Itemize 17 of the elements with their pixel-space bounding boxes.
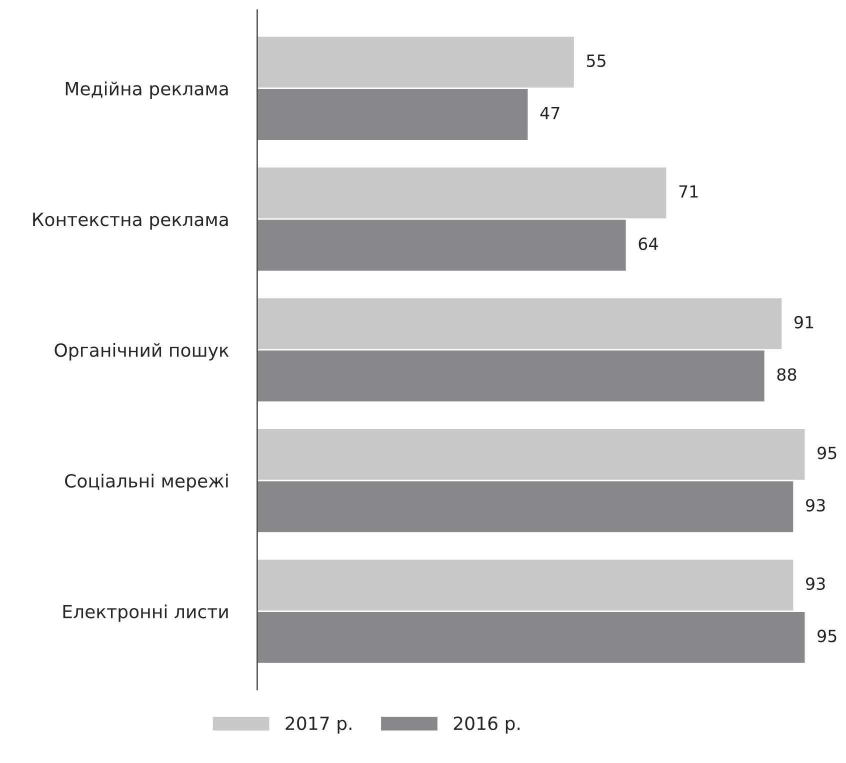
data-label: 91: [794, 316, 814, 329]
data-label: 93: [806, 577, 825, 590]
y-tick-label: Органічний пошук: [54, 342, 229, 360]
data-label: 95: [818, 446, 836, 460]
y-tick-label: Соціальні мережі: [65, 474, 228, 492]
data-label: 88: [777, 368, 796, 381]
data-label: 93: [806, 498, 825, 512]
y-tick-label: Контекстна реклама: [33, 212, 228, 230]
y-tick-label: Медійна реклама: [66, 82, 228, 99]
data-label: 64: [638, 237, 658, 250]
data-label: 55: [586, 54, 606, 68]
legend-label: 2016 р.: [454, 716, 520, 734]
legend-label: 2017 р.: [286, 716, 352, 734]
y-tick-label: Електронні листи: [63, 604, 228, 622]
data-label: 47: [540, 106, 560, 120]
data-label: 71: [679, 185, 698, 198]
data-label: 95: [818, 630, 836, 642]
